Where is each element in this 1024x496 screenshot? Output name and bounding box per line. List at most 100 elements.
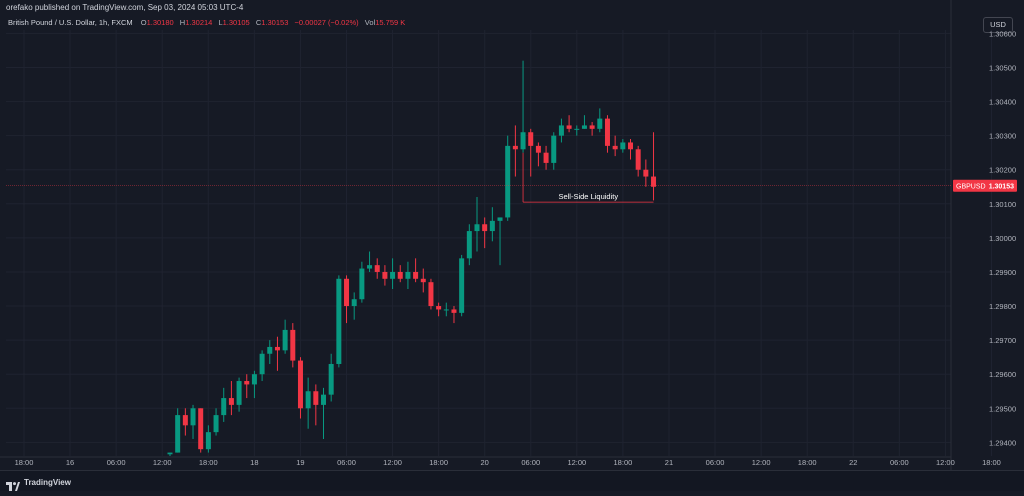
candle-body bbox=[175, 415, 181, 453]
candle bbox=[390, 258, 396, 290]
x-tick-label: 18:00 bbox=[982, 458, 1001, 467]
candle bbox=[182, 408, 188, 436]
candle-body bbox=[597, 118, 603, 129]
candle bbox=[290, 323, 296, 368]
volume-label: Vol bbox=[364, 18, 376, 27]
candle-body bbox=[282, 329, 288, 351]
y-tick-label: 1.30200 bbox=[989, 166, 1016, 175]
candle-body bbox=[321, 394, 326, 405]
x-tick-label: 12:00 bbox=[567, 458, 586, 467]
candle-body bbox=[236, 381, 242, 405]
candle bbox=[274, 336, 280, 371]
candle bbox=[589, 122, 595, 136]
y-tick-label: 1.30500 bbox=[989, 63, 1016, 72]
candle-body bbox=[604, 118, 610, 146]
candle bbox=[359, 261, 365, 303]
candle-body bbox=[651, 176, 657, 187]
candle bbox=[321, 387, 326, 439]
x-tick-label: 06:00 bbox=[107, 458, 126, 467]
x-tick-label: 18:00 bbox=[199, 458, 218, 467]
currency-button[interactable]: USD bbox=[983, 17, 1013, 33]
price-tag: GBPUSD 1.30153 bbox=[953, 179, 1017, 192]
candle-body bbox=[535, 145, 541, 153]
x-tick-label: 19 bbox=[296, 458, 304, 467]
candle bbox=[228, 381, 234, 416]
candle-body bbox=[551, 135, 557, 163]
candle bbox=[413, 258, 419, 283]
volume-value: 15.759 K bbox=[375, 18, 406, 27]
close-label: C bbox=[255, 18, 262, 27]
candle bbox=[528, 128, 534, 177]
y-tick-label: 1.29800 bbox=[989, 302, 1016, 311]
candle bbox=[451, 306, 457, 324]
candle-body bbox=[367, 265, 373, 269]
y-tick-label: 1.29500 bbox=[989, 404, 1016, 413]
candle-body bbox=[512, 145, 518, 150]
x-tick-label: 12:00 bbox=[936, 458, 955, 467]
candle bbox=[466, 224, 472, 266]
candle bbox=[512, 125, 518, 177]
candle-body bbox=[397, 271, 403, 279]
candle bbox=[482, 217, 488, 249]
candle bbox=[328, 353, 334, 402]
candle bbox=[344, 275, 350, 324]
candle-body bbox=[574, 128, 580, 130]
candle-body bbox=[213, 415, 219, 433]
low-label: L bbox=[218, 18, 223, 27]
tradingview-brand: TradingView bbox=[24, 477, 71, 487]
candle bbox=[167, 452, 173, 456]
candle bbox=[497, 217, 503, 266]
candle-body bbox=[182, 415, 188, 426]
candle-body bbox=[305, 391, 311, 409]
overlays: GBPUSD 1.30153 Sell-Side Liquidity bbox=[6, 152, 1017, 203]
x-tick-label: 06:00 bbox=[337, 458, 356, 467]
candle bbox=[297, 357, 303, 419]
candle-body bbox=[259, 353, 265, 375]
candle-body bbox=[635, 149, 641, 170]
x-tick-label: 18:00 bbox=[15, 458, 34, 467]
footer-bar: TradingView bbox=[0, 470, 1024, 491]
close-value: 1.30153 bbox=[261, 18, 289, 27]
candle-body bbox=[359, 268, 365, 300]
tradingview-logo[interactable]: TradingView bbox=[6, 476, 71, 491]
candle bbox=[436, 302, 442, 317]
candle-body bbox=[589, 125, 595, 129]
change-value: −0.00027 (−0.02%) bbox=[294, 18, 359, 27]
price-axis: 1.30600 1.30500 1.30400 1.30300 1.30200 1.301… bbox=[950, 0, 1016, 470]
candle bbox=[190, 404, 196, 439]
x-tick-label: 18:00 bbox=[429, 458, 448, 467]
grid-lines bbox=[6, 30, 992, 456]
candle bbox=[474, 196, 480, 252]
candle bbox=[566, 115, 572, 133]
price-chart[interactable]: 1.30600 1.30500 1.30400 1.30300 1.30200 1.301… bbox=[0, 0, 1024, 470]
candle-body bbox=[420, 278, 426, 283]
price-tag-value: 1.30153 bbox=[989, 184, 1014, 191]
y-tick-label: 1.30000 bbox=[989, 234, 1016, 243]
open-label: O bbox=[140, 18, 147, 27]
annotation-text: Sell-Side Liquidity bbox=[558, 192, 618, 201]
candle-body bbox=[466, 231, 472, 259]
candle bbox=[267, 340, 273, 364]
candle bbox=[382, 265, 388, 286]
candle-body bbox=[612, 145, 618, 150]
x-tick-label: 20 bbox=[481, 458, 489, 467]
symbol-description[interactable]: British Pound / U.S. Dollar, 1h, FXCM bbox=[8, 18, 133, 27]
candle bbox=[459, 254, 465, 317]
candle-body bbox=[528, 132, 534, 146]
candle bbox=[520, 60, 526, 153]
price-tag-bg bbox=[953, 179, 1017, 192]
high-label: H bbox=[179, 18, 186, 27]
candle bbox=[628, 139, 633, 160]
candle bbox=[313, 384, 319, 426]
candle bbox=[259, 350, 265, 382]
candle-body bbox=[328, 363, 334, 395]
candle-body bbox=[543, 152, 549, 163]
candle bbox=[198, 408, 204, 453]
candle bbox=[305, 377, 311, 429]
candle-body bbox=[267, 346, 273, 354]
candle bbox=[543, 145, 549, 170]
candle-body bbox=[344, 278, 350, 307]
y-tick-label: 1.30300 bbox=[989, 132, 1016, 141]
y-tick-label: 1.30100 bbox=[989, 200, 1016, 209]
